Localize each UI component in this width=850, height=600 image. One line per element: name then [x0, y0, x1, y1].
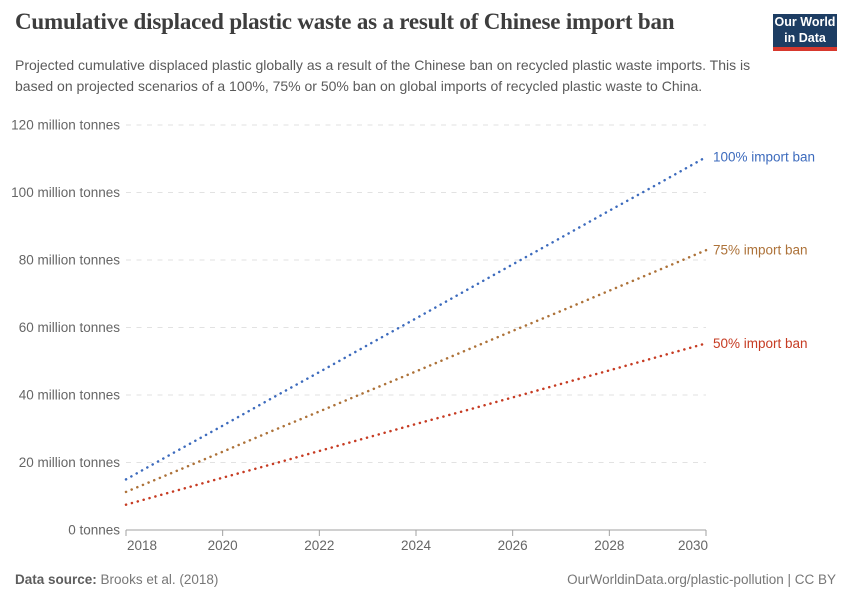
y-axis-tick-label: 0 tonnes [68, 523, 120, 538]
data-source-label: Data source: [15, 572, 97, 587]
data-source-value: Brooks et al. (2018) [100, 572, 219, 587]
data-source: Data source: Brooks et al. (2018) [15, 572, 218, 587]
owid-logo-line1: Our World [774, 15, 836, 30]
series-label-50-import-ban[interactable]: 50% import ban [713, 336, 808, 351]
owid-url-link[interactable]: OurWorldinData.org/plastic-pollution | C… [567, 572, 836, 587]
owid-logo[interactable]: Our World in Data [773, 14, 837, 51]
y-axis-tick-label: 60 million tonnes [19, 320, 121, 335]
x-axis-tick-label: 2020 [208, 538, 238, 553]
chart-footer: Data source: Brooks et al. (2018) OurWor… [15, 572, 836, 587]
series-label-100-import-ban[interactable]: 100% import ban [713, 150, 815, 165]
series-line-50-import-ban[interactable] [124, 342, 708, 506]
y-axis-tick-label: 20 million tonnes [19, 455, 121, 470]
series-line-100-import-ban[interactable] [124, 155, 708, 481]
x-axis-tick-label: 2028 [594, 538, 624, 553]
x-axis-tick-label: 2024 [401, 538, 432, 553]
chart-subtitle: Projected cumulative displaced plastic g… [15, 57, 751, 94]
y-axis-tick-label: 100 million tonnes [11, 185, 120, 200]
series-line-75-import-ban[interactable] [124, 248, 708, 494]
chart-title: Cumulative displaced plastic waste as a … [15, 9, 675, 34]
x-axis-tick-label: 2030 [678, 538, 708, 553]
y-axis-tick-label: 40 million tonnes [19, 388, 121, 403]
series-label-75-import-ban[interactable]: 75% import ban [713, 243, 808, 258]
y-axis-tick-label: 120 million tonnes [11, 118, 120, 133]
owid-logo-line2: in Data [784, 30, 826, 45]
x-axis-tick-label: 2022 [304, 538, 334, 553]
x-axis-tick-label: 2018 [127, 538, 157, 553]
y-axis-tick-label: 80 million tonnes [19, 253, 121, 268]
x-axis-tick-label: 2026 [498, 538, 528, 553]
